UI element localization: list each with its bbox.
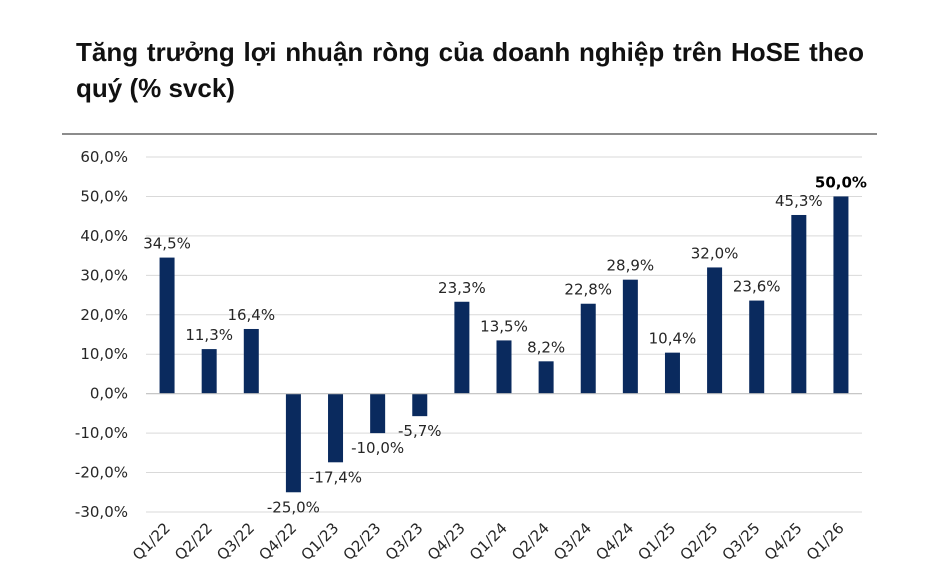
data-label: -5,7% xyxy=(398,422,442,440)
data-label: 45,3% xyxy=(775,192,823,210)
y-tick-label: 40,0% xyxy=(80,227,128,245)
x-tick-label: Q1/25 xyxy=(634,519,679,564)
x-tick-label: Q1/26 xyxy=(803,519,848,564)
bar-q3-25 xyxy=(749,300,765,394)
bar-q2-25 xyxy=(707,267,723,394)
bar-q4-24 xyxy=(622,279,638,394)
bar-q1-25 xyxy=(664,352,680,394)
y-tick-label: 50,0% xyxy=(80,187,128,205)
y-tick-label: -10,0% xyxy=(75,424,128,442)
y-tick-label: 20,0% xyxy=(80,306,128,324)
bar-q2-22 xyxy=(201,349,217,394)
x-tick-label: Q3/23 xyxy=(382,519,427,564)
x-tick-label: Q4/24 xyxy=(592,519,637,564)
x-tick-label: Q2/24 xyxy=(508,519,553,564)
bar-q1-23 xyxy=(328,393,344,463)
data-label: 23,6% xyxy=(733,278,781,296)
x-tick-label: Q2/23 xyxy=(340,519,385,564)
x-axis-tick-labels: Q1/22Q2/22Q3/22Q4/22Q1/23Q2/23Q3/23Q4/23… xyxy=(129,519,848,564)
y-tick-label: 0,0% xyxy=(90,385,128,403)
x-tick-label: Q4/25 xyxy=(761,519,806,564)
x-tick-label: Q4/22 xyxy=(255,519,300,564)
data-label: 23,3% xyxy=(438,279,486,297)
bar-q3-23 xyxy=(412,393,428,417)
bar-q4-22 xyxy=(285,393,301,493)
data-label: -25,0% xyxy=(267,498,320,516)
x-tick-label: Q1/23 xyxy=(297,519,342,564)
y-tick-label: -20,0% xyxy=(75,464,128,482)
x-tick-label: Q1/22 xyxy=(129,519,174,564)
y-tick-label: 60,0% xyxy=(80,148,128,166)
data-label: 34,5% xyxy=(143,235,191,253)
y-axis-tick-labels: 60,0% 50,0% 40,0% 30,0% 20,0% 10,0% 0,0% -10,0%… xyxy=(75,148,128,521)
bar-q1-24 xyxy=(496,340,512,394)
top-divider xyxy=(62,133,877,135)
x-tick-label: Q2/22 xyxy=(171,519,216,564)
data-label: 16,4% xyxy=(227,306,275,324)
bar-q2-24 xyxy=(538,361,554,394)
bar-q3-22 xyxy=(243,328,259,394)
data-label: 13,5% xyxy=(480,317,528,335)
x-tick-label: Q3/24 xyxy=(550,519,595,564)
gridlines xyxy=(146,156,862,513)
x-tick-label: Q3/25 xyxy=(719,519,764,564)
y-tick-label: -30,0% xyxy=(75,503,128,521)
bar-q4-25 xyxy=(791,214,807,394)
bars xyxy=(159,196,849,493)
y-tick-label: 10,0% xyxy=(80,345,128,363)
chart-title: Tăng trưởng lợi nhuận ròng của doanh ngh… xyxy=(76,37,864,103)
bar-q2-23 xyxy=(370,393,386,434)
bar-q4-23 xyxy=(454,301,470,394)
data-label: 32,0% xyxy=(691,244,739,262)
data-label: 28,9% xyxy=(607,257,655,275)
data-label: 50,0% xyxy=(815,173,867,191)
data-labels: 34,5% 11,3% 16,4% -25,0% -17,4% -10,0%-5,7% 23… xyxy=(143,173,867,516)
x-tick-label: Q2/25 xyxy=(677,519,722,564)
x-tick-label: Q1/24 xyxy=(466,519,511,564)
data-label: 8,2% xyxy=(527,338,565,356)
bar-q1-26 xyxy=(833,196,849,394)
data-label: 22,8% xyxy=(564,281,612,299)
data-label: -17,4% xyxy=(309,468,362,486)
bar-q1-22 xyxy=(159,257,175,394)
data-label: 10,4% xyxy=(649,330,697,348)
data-label: 11,3% xyxy=(185,326,233,344)
x-tick-label: Q3/22 xyxy=(213,519,258,564)
data-label: -10,0% xyxy=(351,439,404,457)
y-tick-label: 30,0% xyxy=(80,266,128,284)
x-tick-label: Q4/23 xyxy=(424,519,469,564)
bar-q3-24 xyxy=(580,303,596,394)
